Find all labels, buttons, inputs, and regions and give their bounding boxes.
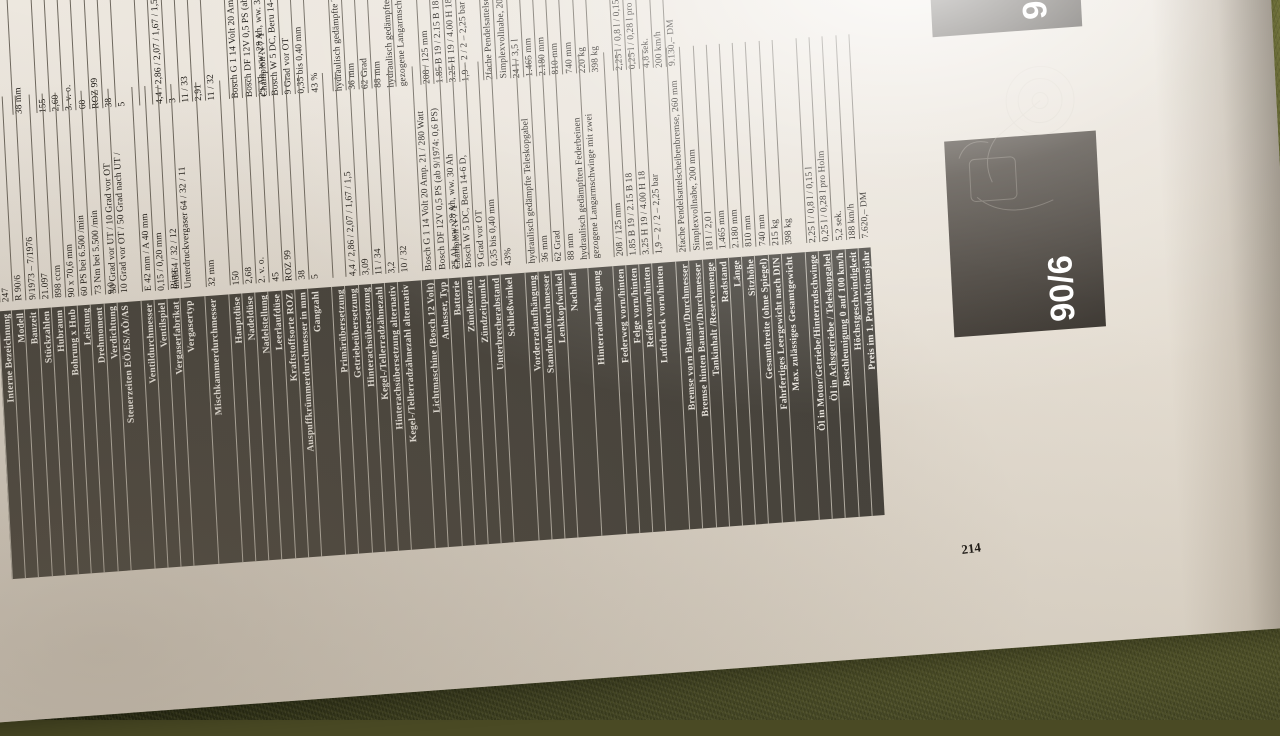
spec-cell: 45	[270, 272, 282, 283]
spec-cell: 3,2	[386, 261, 398, 274]
spec-row-label-text: Preis im 1. Produktionsjahr	[860, 250, 879, 371]
model-tag-90s-label: 90 S	[1013, 0, 1056, 21]
page-number: 214	[960, 539, 982, 558]
spec-cell: 150	[231, 270, 242, 286]
spec-cell: 7.620,– DM	[858, 191, 871, 240]
page-edge-shadow	[1142, 0, 1280, 636]
spec-cell: 247	[0, 287, 12, 303]
motorcycle-lineart-icon	[958, 65, 1075, 211]
model-tag-906: 90/6	[944, 65, 1106, 338]
spec-cell: 5	[310, 273, 321, 280]
spec-cell: 38	[297, 270, 308, 281]
spec-row-labels: Interne Bezeichnung Modell Bauzeit Stückzah…	[0, 247, 885, 580]
model-tag-906-label: 90/6	[1041, 253, 1083, 323]
model-tag-90s: 90 S	[922, 0, 1083, 38]
